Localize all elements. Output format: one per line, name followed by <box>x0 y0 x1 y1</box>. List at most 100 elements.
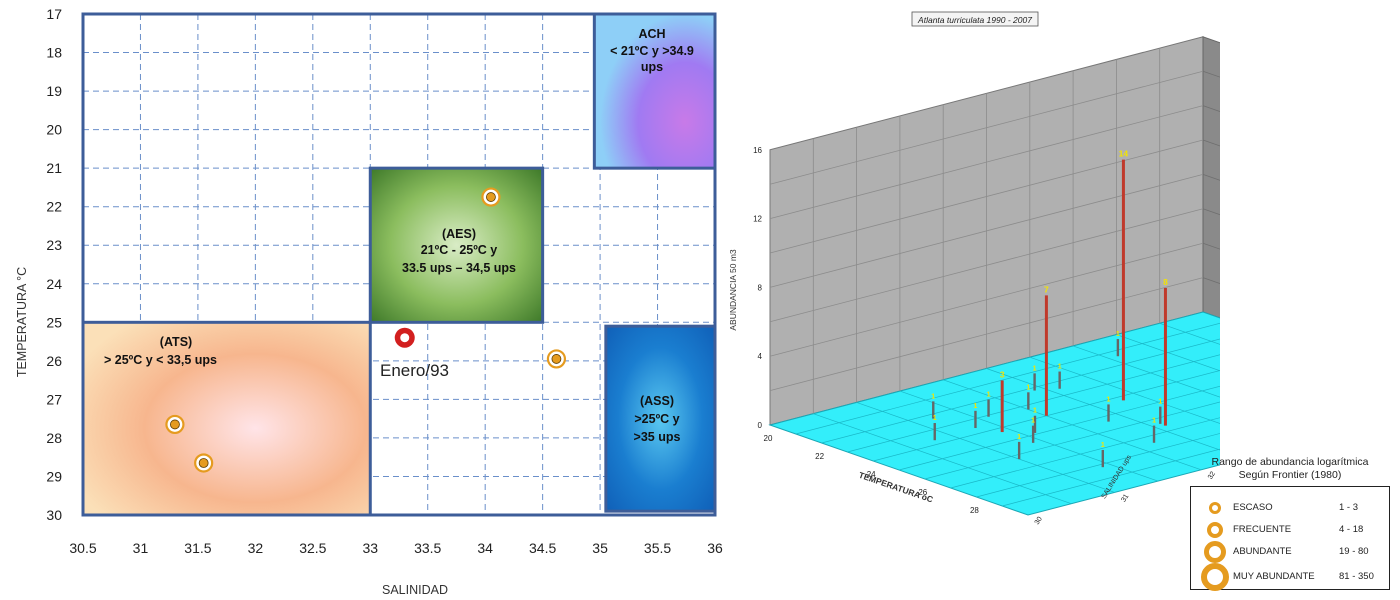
highlight-point-center <box>400 333 410 343</box>
x-tick-label: 31 <box>133 540 149 556</box>
bar-value-label: 1 <box>931 393 935 400</box>
region-ats-text: > 25ºC y < 33,5 ups <box>104 353 217 367</box>
bar-value-label: 1 <box>974 403 978 410</box>
legend-label: ESCASO <box>1233 502 1273 513</box>
legend-range: 81 - 350 <box>1339 571 1374 582</box>
region-aes-text: 21ºC - 25ºC y <box>421 243 498 257</box>
bar-value-label: 1 <box>987 392 991 399</box>
legend-item-abundante: ABUNDANTE 19 - 80 <box>1191 541 1391 563</box>
y-tick-label: 30 <box>1034 516 1044 526</box>
x-tick-label: 34 <box>477 540 493 556</box>
bar-value-label: 1 <box>1058 364 1062 371</box>
floor-grid-line <box>1159 322 1220 345</box>
x-tick-label: 26 <box>918 488 927 497</box>
bar-value-label: 1 <box>933 415 937 422</box>
legend-item-muy-abundante: MUY ABUNDANTE 81 - 350 <box>1191 563 1391 591</box>
floor-grid-line <box>1029 356 1220 424</box>
chart-title: Atlanta turriculata 1990 - 2007 <box>917 15 1032 25</box>
bar-value-label: 8 <box>1163 277 1168 287</box>
bar-value-label: 1 <box>1017 434 1021 441</box>
legend-ring-icon <box>1207 522 1223 538</box>
x-tick-label: 35 <box>592 540 608 556</box>
bar-value-label: 1 <box>1033 408 1037 415</box>
bar-value-label: 1 <box>1158 399 1162 406</box>
z-tick-label: 16 <box>753 146 762 155</box>
bar-value-label: 1 <box>1101 442 1105 449</box>
x-tick-label: 33.5 <box>414 540 441 556</box>
bar-value-label: 1 <box>1116 331 1120 338</box>
x-tick-label: 24 <box>867 470 876 479</box>
legend-range: 4 - 18 <box>1339 524 1364 535</box>
z-tick-label: 8 <box>758 283 763 292</box>
region-ass-text: >25ºC y <box>634 412 679 426</box>
floor-grid-line <box>943 379 1202 471</box>
floor-grid-line <box>1072 345 1220 398</box>
legend-item-frecuente: FRECUENTE 4 - 18 <box>1191 519 1391 541</box>
floor-grid-line <box>813 413 1072 505</box>
z-tick-label: 4 <box>758 352 763 361</box>
bar-value-label: 1 <box>1107 396 1111 403</box>
x-tick-label: 33 <box>362 540 378 556</box>
region-ach-text: < 21ºC y >34.9 <box>610 44 694 58</box>
y-tick-label: 19 <box>46 83 62 99</box>
floor-grid-line <box>986 368 1220 451</box>
x-tick-label: 28 <box>970 506 979 515</box>
sample-point-core <box>486 192 496 202</box>
y-tick-label: 23 <box>46 237 62 253</box>
region-ass-text2: >35 ups <box>634 430 681 444</box>
floor-grid-line <box>899 390 1159 482</box>
z-tick-label: 12 <box>753 215 762 224</box>
region-ass <box>604 324 717 513</box>
bar-value-label: 14 <box>1119 149 1129 159</box>
y-tick-label: 20 <box>46 122 62 138</box>
abundance-3d-chart: 1111411811117113111111048121620222426283… <box>728 11 1220 526</box>
enero93-annotation: Enero/93 <box>380 361 449 380</box>
region-ach-text2: ups <box>641 60 663 74</box>
floor-grid-line <box>856 402 1115 493</box>
x-tick-label: 35.5 <box>644 540 671 556</box>
x-tick-label: 36 <box>707 540 723 556</box>
region-ats <box>81 320 372 517</box>
bar-value-label: 1 <box>1026 384 1030 391</box>
legend-title-line2: Según Frontier (1980) <box>1238 469 1342 481</box>
legend-range: 1 - 3 <box>1339 502 1359 513</box>
y-tick-label: 26 <box>46 353 62 369</box>
y-tick-label: 18 <box>46 45 62 61</box>
bar-value-label: 1 <box>1031 418 1035 425</box>
legend-label: FRECUENTE <box>1233 524 1292 535</box>
y-tick-label: 30 <box>46 507 62 523</box>
x-tick-label: 30.5 <box>69 540 96 556</box>
region-aes <box>368 166 545 324</box>
y-tick-label: 29 <box>46 468 62 484</box>
bar-value-label: 7 <box>1044 284 1049 294</box>
legend-label: MUY ABUNDANTE <box>1233 571 1315 582</box>
legend-range: 19 - 80 <box>1339 546 1369 557</box>
z-tick-label: 0 <box>758 421 763 430</box>
legend-box: ESCASO 1 - 3 FRECUENTE 4 - 18 ABUNDANTE 19 - … <box>1190 486 1391 591</box>
ts-diagram: (ATS) > 25ºC y < 33,5 ups (AES) 21ºC - 25ºC… <box>15 6 723 597</box>
legend-item-escaso: ESCASO 1 - 3 <box>1191 497 1391 519</box>
sample-point-core <box>170 419 180 430</box>
title-box <box>911 11 1039 27</box>
region-ats-label: (ATS) <box>160 335 192 349</box>
x-tick-label: 22 <box>815 452 824 461</box>
region-ach-label: ACH <box>638 27 665 41</box>
bar-value-label: 1 <box>1033 365 1037 372</box>
y-tick-label: 22 <box>46 199 62 215</box>
region-aes-label: (AES) <box>442 227 476 241</box>
y-tick-label: 21 <box>46 160 62 176</box>
z-axis-label: ABUNDANCIA 50 m3 <box>728 249 738 331</box>
x-tick-label: 20 <box>764 434 773 443</box>
bar-value-label: 3 <box>1000 369 1005 379</box>
y-tick-label: 24 <box>46 276 62 292</box>
region-ass-label: (ASS) <box>640 394 674 408</box>
plot-frame <box>81 12 717 517</box>
x-tick-label: 34.5 <box>529 540 556 556</box>
y-tick-label: 27 <box>46 391 62 407</box>
legend-ring-icon <box>1204 541 1226 563</box>
region-aes-text2: 33.5 ups – 34,5 ups <box>402 261 516 275</box>
x-tick-label: 31.5 <box>184 540 211 556</box>
legend-title-line1: Rango de abundancia logarítmica <box>1211 456 1369 468</box>
x-tick-label: 32 <box>248 540 264 556</box>
region-ach <box>592 12 717 170</box>
